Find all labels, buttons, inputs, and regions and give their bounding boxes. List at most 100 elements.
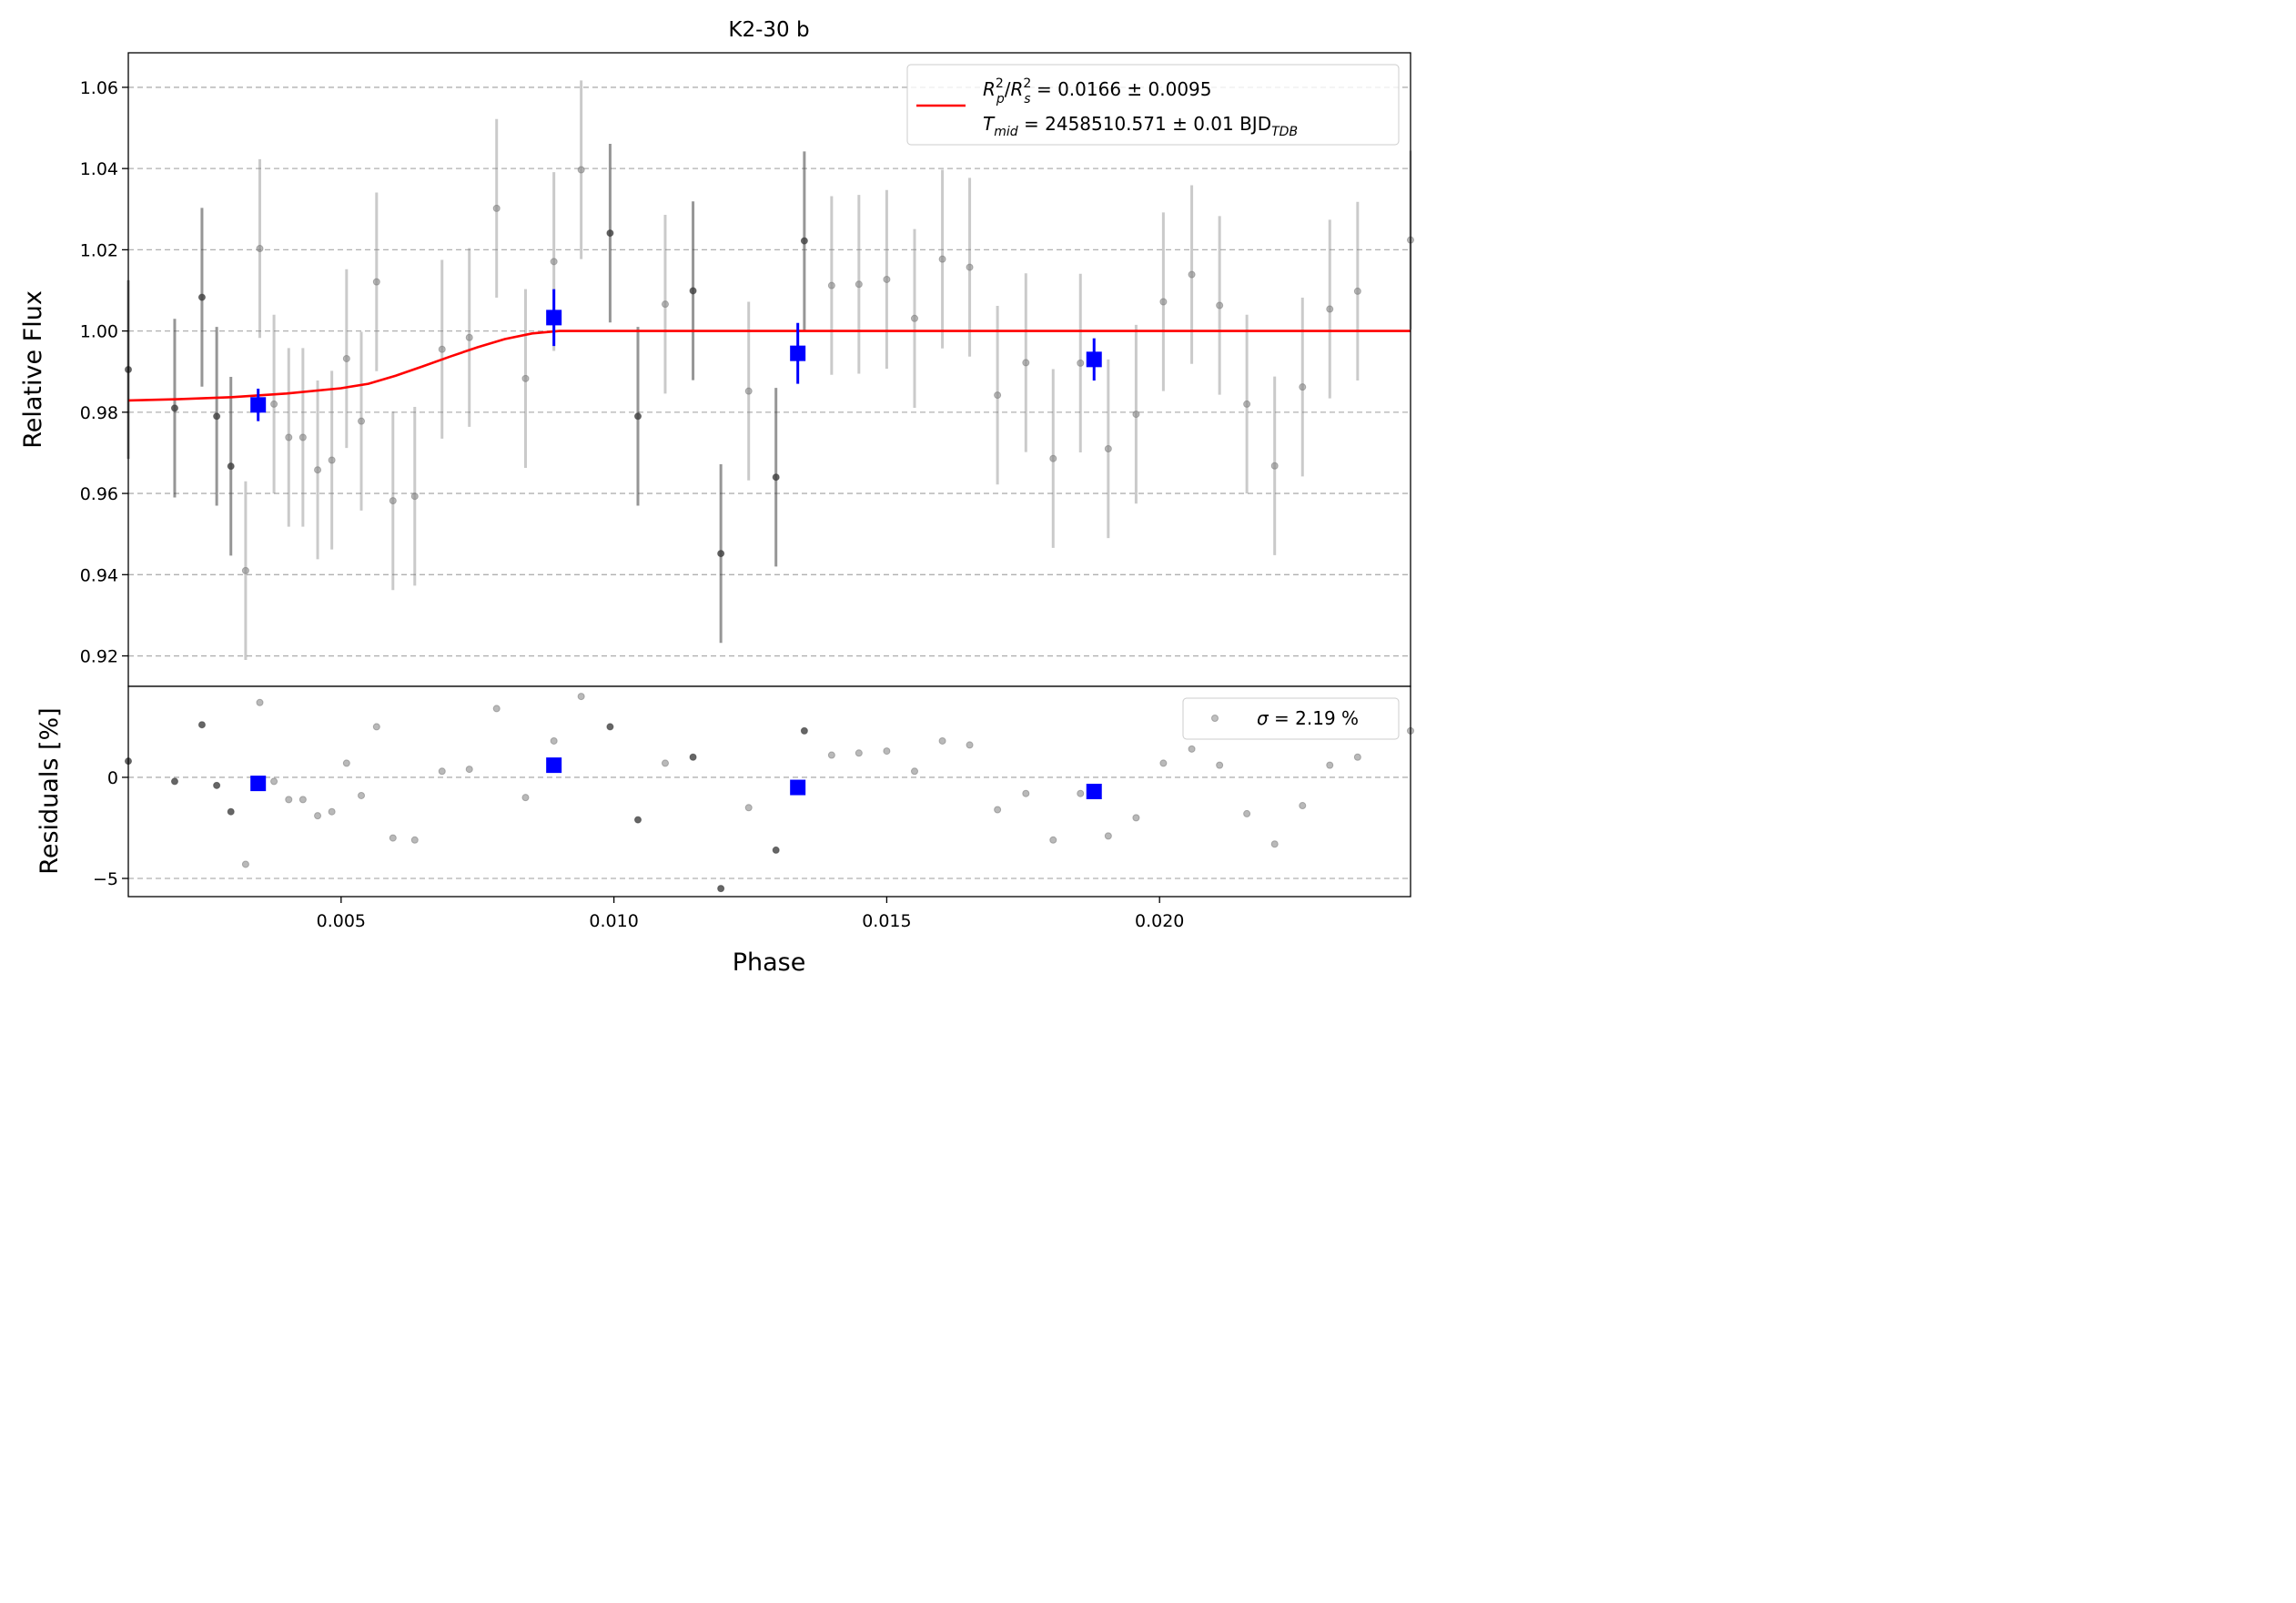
- legend-mid-time: Tmid = 2458510.571 ± 0.01 BJDTDB: [983, 113, 1298, 139]
- flux-data-point: [1216, 301, 1224, 309]
- flux-data-point: [1243, 400, 1251, 408]
- residual-data-point: [342, 759, 350, 767]
- flux-data-point: [744, 387, 753, 395]
- flux-data-point: [197, 293, 206, 301]
- residual-data-point: [1353, 753, 1361, 761]
- residuals-axis-label: Residuals [%]: [35, 707, 64, 874]
- residual-data-point: [438, 767, 446, 776]
- residual-data-point: [358, 791, 366, 799]
- flux-data-point: [410, 492, 419, 501]
- residuals-panel: −5 0 0.005 0.010 0.015 0.020 Residuals [%] P…: [35, 685, 1414, 977]
- residual-data-point: [372, 723, 380, 731]
- flux-legend-frame: [906, 64, 1400, 146]
- residual-data-point: [492, 705, 501, 713]
- flux-data-point: [689, 287, 697, 295]
- flux-data-point: [883, 275, 891, 283]
- residual-data-point: [827, 751, 835, 759]
- flux-data-point: [314, 466, 322, 474]
- flux-data-point: [606, 229, 614, 238]
- flux-ytick-label: 0.98: [80, 403, 118, 423]
- flux-ytick-label: 0.96: [80, 484, 118, 504]
- residual-data-point: [314, 812, 322, 820]
- flux-panel: 0.92 0.94 0.96 0.98 1.00 1.02 1.04 1.06 Relativ…: [19, 52, 1414, 687]
- residual-data-point: [606, 723, 614, 731]
- residual-data-point: [227, 807, 235, 816]
- residual-data-point: [689, 753, 697, 761]
- residual-data-point: [1077, 789, 1085, 797]
- phase-xtick-label: 0.015: [862, 911, 911, 931]
- residual-data-point: [1049, 836, 1057, 844]
- residual-data-point: [285, 796, 293, 804]
- residual-data-point: [170, 777, 178, 786]
- residual-data-point: [1243, 809, 1251, 817]
- residual-data-point: [1022, 789, 1030, 797]
- transit-model-curve: [127, 330, 1411, 402]
- flux-data-point: [438, 345, 446, 353]
- flux-data-point: [1049, 454, 1057, 462]
- flux-data-point: [389, 497, 397, 505]
- flux-ytick-label: 0.92: [80, 647, 118, 667]
- residual-data-point: [410, 836, 419, 844]
- flux-data-point: [827, 281, 835, 289]
- residual-data-point: [966, 741, 974, 749]
- residual-ytick-label: −5: [93, 869, 118, 889]
- flux-legend: R2 p/R2 s = 0.0166 ± 0.0095 Tmid = 2458510…: [906, 64, 1400, 146]
- residual-data-point: [197, 721, 206, 729]
- residual-data-point: [1326, 761, 1334, 769]
- flux-ytick-label: 1.06: [80, 78, 118, 98]
- residual-data-point: [389, 834, 397, 842]
- residual-binned-point: [250, 776, 267, 792]
- flux-data-point: [1077, 359, 1085, 367]
- flux-data-point: [241, 566, 249, 574]
- flux-data-point: [227, 462, 235, 471]
- flux-data-point: [910, 314, 918, 322]
- residuals-legend-frame: [1182, 697, 1400, 740]
- residual-data-point: [800, 726, 808, 735]
- residual-data-point: [241, 860, 249, 868]
- residual-data-point: [744, 804, 753, 812]
- phase-xtick-label: 0.020: [1135, 911, 1184, 931]
- chart: K2-30 b 0.92 0.94 0.96 0.98 1.00 1.02 1.04 1.06…: [19, 18, 1414, 977]
- residual-data-point: [855, 749, 863, 757]
- residual-ytick-label: 0: [107, 768, 118, 788]
- residual-data-point: [883, 747, 891, 756]
- flux-data-point: [1299, 383, 1307, 391]
- phase-xtick-label: 0.010: [589, 911, 638, 931]
- residual-data-point: [1299, 802, 1307, 810]
- residual-data-point: [634, 816, 642, 824]
- flux-ytick-label: 1.00: [80, 322, 118, 342]
- flux-data-point: [298, 433, 307, 441]
- residual-data-point: [213, 781, 221, 789]
- flux-binned-point: [250, 397, 267, 413]
- flux-data-point: [1104, 445, 1112, 452]
- residual-data-point: [1216, 761, 1224, 769]
- flux-data-point: [1326, 305, 1334, 313]
- residual-data-point: [577, 693, 585, 701]
- flux-data-point: [634, 412, 642, 421]
- flux-data-point: [661, 300, 669, 309]
- flux-data-point: [772, 473, 780, 482]
- flux-data-point: [1353, 287, 1361, 295]
- residual-data-point: [994, 806, 1002, 814]
- flux-data-point: [342, 354, 350, 362]
- residual-binned-point: [790, 779, 806, 796]
- flux-data-point: [550, 258, 558, 266]
- residual-binned-point: [546, 757, 562, 774]
- phase-xtick-label: 0.005: [317, 911, 366, 931]
- residual-data-point: [465, 766, 473, 774]
- residuals-plot-frame: [127, 685, 1411, 898]
- residual-data-point: [938, 736, 946, 745]
- flux-data-point: [465, 333, 473, 341]
- residual-data-point: [1270, 840, 1279, 848]
- residual-data-point: [298, 796, 307, 804]
- residual-data-point: [910, 767, 918, 776]
- flux-data-point: [285, 433, 293, 441]
- residual-data-point: [661, 759, 669, 767]
- flux-binned-point: [790, 345, 806, 361]
- flux-data-point: [994, 391, 1002, 400]
- residual-data-point: [1104, 832, 1112, 840]
- flux-data-point: [256, 245, 264, 253]
- residuals-legend: σ = 2.19 %: [1182, 697, 1400, 740]
- flux-binned-point: [546, 309, 562, 326]
- residual-data-point: [1132, 814, 1140, 822]
